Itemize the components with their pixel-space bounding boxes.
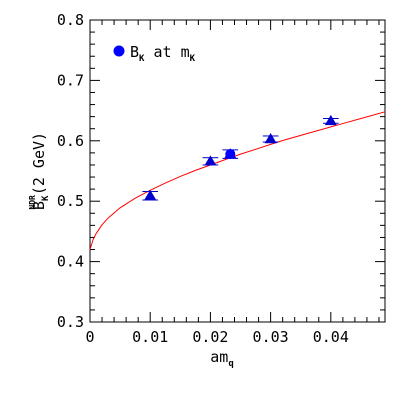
ticks: 0 0.01 0.02 0.03 0.04 0.3 0.4 0.5 0.6 0.7 0.8 — [57, 11, 385, 346]
data-point-circle — [225, 149, 236, 160]
y-tick-label: 0.7 — [57, 71, 84, 89]
plot-area — [89, 19, 386, 323]
data-point-triangle — [204, 155, 217, 166]
x-tick-label: 0.01 — [132, 328, 168, 346]
data-point-triangle — [144, 189, 157, 200]
legend: BK at mK — [113, 43, 196, 64]
fit-curve — [89, 111, 386, 250]
x-tick-label: 0.02 — [192, 328, 228, 346]
data-point-triangle — [264, 132, 277, 144]
legend-label: BK at mK — [130, 43, 196, 64]
y-tick-label: 0.5 — [57, 192, 84, 210]
data-point-triangle — [324, 114, 337, 126]
x-tick-label: 0.03 — [253, 328, 289, 346]
fit-curve-layer — [89, 111, 386, 250]
y-tick-label: 0.4 — [57, 253, 84, 271]
y-axis-label: BKNDR(2 GeV) — [28, 132, 51, 210]
legend-circle-marker — [113, 45, 125, 57]
x-tick-label: 0.04 — [313, 328, 349, 346]
y-tick-label: 0.6 — [57, 132, 84, 150]
y-tick-label: 0.8 — [57, 11, 84, 29]
x-axis-label: amq — [210, 348, 233, 369]
y-tick-label: 0.3 — [57, 313, 84, 331]
data-points-layer — [142, 114, 339, 201]
x-tick-label: 0 — [85, 328, 94, 346]
